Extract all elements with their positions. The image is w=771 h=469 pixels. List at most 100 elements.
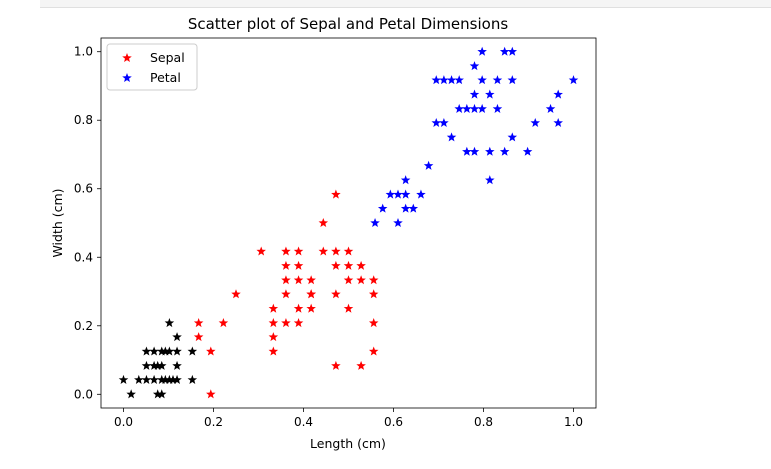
scatter-point-series-0-29 bbox=[331, 246, 341, 256]
scatter-point-series-1-7 bbox=[400, 175, 411, 185]
scatter-point-series-1-5 bbox=[400, 203, 411, 213]
scatter-point-series-1-1 bbox=[377, 203, 388, 213]
scatter-point-series-2-6 bbox=[149, 374, 159, 384]
scatter-point-series-0-21 bbox=[306, 303, 316, 313]
scatter-point-series-1-8 bbox=[408, 203, 419, 213]
y-tick-label: 0.0 bbox=[74, 387, 93, 401]
scatter-point-series-0-8 bbox=[268, 332, 279, 342]
scatter-point-series-0-17 bbox=[293, 303, 304, 313]
legend-star-icon bbox=[122, 73, 132, 83]
x-tick-label: 0.4 bbox=[294, 415, 313, 429]
scatter-point-series-0-18 bbox=[293, 275, 304, 285]
scatter-point-series-0-23 bbox=[306, 275, 316, 285]
x-axis-label: Length (cm) bbox=[310, 436, 386, 451]
x-tick-label: 0.2 bbox=[204, 415, 223, 429]
scatter-point-series-2-4 bbox=[141, 360, 152, 370]
scatter-point-series-0-12 bbox=[281, 289, 291, 299]
x-tick-label: 0.0 bbox=[114, 415, 133, 429]
scatter-point-series-0-16 bbox=[293, 318, 304, 328]
scatter-point-series-2-23 bbox=[187, 346, 198, 356]
scatter-point-series-1-16 bbox=[454, 75, 464, 85]
scatter-point-series-0-9 bbox=[268, 318, 279, 328]
scatter-point-series-2-15 bbox=[164, 374, 175, 384]
scatter-point-series-2-24 bbox=[149, 346, 159, 356]
scatter-point-series-1-35 bbox=[507, 132, 518, 142]
scatter-point-series-2-16 bbox=[164, 346, 175, 356]
scatter-point-series-0-10 bbox=[268, 303, 279, 313]
scatter-point-series-0-1 bbox=[206, 346, 216, 356]
legend-label-petal: Petal bbox=[150, 70, 181, 85]
scatter-point-series-0-33 bbox=[343, 260, 354, 270]
scatter-point-series-1-23 bbox=[469, 89, 480, 99]
legend-marker-sepal bbox=[122, 53, 132, 63]
legend-label-sepal: Sepal bbox=[150, 50, 185, 65]
data-markers bbox=[118, 46, 579, 399]
scatter-point-series-1-17 bbox=[446, 132, 457, 142]
scatter-point-series-1-9 bbox=[416, 189, 426, 199]
scatter-point-series-2-20 bbox=[172, 346, 182, 356]
scatter-point-series-0-15 bbox=[281, 246, 291, 256]
scatter-point-series-0-38 bbox=[368, 346, 379, 356]
scatter-point-series-0-28 bbox=[331, 260, 341, 270]
x-tick-label: 0.8 bbox=[474, 415, 493, 429]
scatter-point-series-1-14 bbox=[439, 75, 449, 85]
scatter-point-series-2-1 bbox=[126, 389, 136, 399]
scatter-point-series-0-24 bbox=[318, 246, 329, 256]
scatter-point-series-1-37 bbox=[507, 46, 518, 56]
scatter-point-series-1-18 bbox=[454, 103, 464, 113]
scatter-point-series-0-32 bbox=[343, 275, 354, 285]
plot-area bbox=[100, 37, 597, 409]
scatter-point-series-2-26 bbox=[172, 374, 182, 384]
scatter-point-series-0-35 bbox=[356, 360, 366, 370]
scatter-point-series-0-27 bbox=[331, 289, 341, 299]
legend-marker-petal bbox=[122, 73, 132, 83]
scatter-point-series-2-9 bbox=[152, 360, 163, 370]
scatter-point-series-2-25 bbox=[160, 346, 171, 356]
y-axis-ticks: 0.0 0.2 0.4 0.6 0.8 1.0 bbox=[74, 45, 101, 401]
scatter-point-series-2-3 bbox=[141, 374, 152, 384]
scatter-point-series-1-34 bbox=[499, 46, 510, 56]
scatter-point-series-0-4 bbox=[256, 246, 266, 256]
legend: Sepal Petal bbox=[106, 43, 198, 91]
scatter-point-series-0-2 bbox=[218, 318, 229, 328]
scatter-point-series-1-43 bbox=[568, 75, 579, 85]
scatter-point-series-1-15 bbox=[446, 75, 457, 85]
scatter-point-series-0-11 bbox=[281, 318, 291, 328]
scatter-point-series-1-11 bbox=[431, 117, 442, 128]
x-tick-label: 0.6 bbox=[384, 415, 403, 429]
scatter-point-series-2-2 bbox=[134, 374, 144, 384]
scatter-point-series-2-14 bbox=[160, 374, 171, 384]
y-tick-label: 0.8 bbox=[74, 113, 93, 127]
scatter-point-series-0-42 bbox=[306, 289, 316, 299]
scatter-point-series-1-13 bbox=[431, 75, 442, 85]
scatter-point-series-0-3 bbox=[231, 289, 241, 299]
scatter-point-series-1-6 bbox=[400, 189, 411, 199]
y-tick-label: 0.4 bbox=[74, 250, 93, 264]
y-tick-label: 0.6 bbox=[74, 182, 93, 196]
scatter-point-series-1-39 bbox=[530, 117, 541, 128]
scatter-point-series-0-5 bbox=[206, 389, 216, 399]
scatter-point-series-1-20 bbox=[462, 146, 472, 156]
scatter-point-series-2-7 bbox=[149, 360, 159, 370]
scatter-point-series-0-36 bbox=[356, 275, 366, 285]
scatter-point-series-0-37 bbox=[356, 260, 366, 270]
scatter-point-series-1-28 bbox=[485, 175, 495, 185]
scatter-point-series-2-10 bbox=[156, 389, 167, 399]
scatter-point-series-0-25 bbox=[318, 218, 329, 228]
scatter-point-series-1-24 bbox=[469, 61, 480, 71]
scatter-point-series-0-31 bbox=[343, 303, 354, 313]
scatter-point-series-1-0 bbox=[370, 218, 380, 228]
scatter-point-series-0-14 bbox=[281, 260, 291, 270]
x-axis-ticks: 0.0 0.2 0.4 0.6 0.8 1.0 bbox=[114, 408, 583, 429]
scatter-point-series-0-41 bbox=[368, 275, 379, 285]
scatter-point-series-2-21 bbox=[172, 332, 182, 342]
scatter-point-series-2-5 bbox=[141, 346, 152, 356]
scatter-point-series-2-8 bbox=[152, 389, 163, 399]
scatter-point-series-1-21 bbox=[469, 146, 480, 156]
scatter-point-series-2-18 bbox=[168, 374, 178, 384]
scatter-point-series-1-10 bbox=[423, 160, 434, 170]
scatter-point-series-2-22 bbox=[187, 374, 198, 384]
scatter-point-series-1-38 bbox=[522, 146, 533, 156]
scatter-point-series-1-42 bbox=[553, 117, 563, 128]
